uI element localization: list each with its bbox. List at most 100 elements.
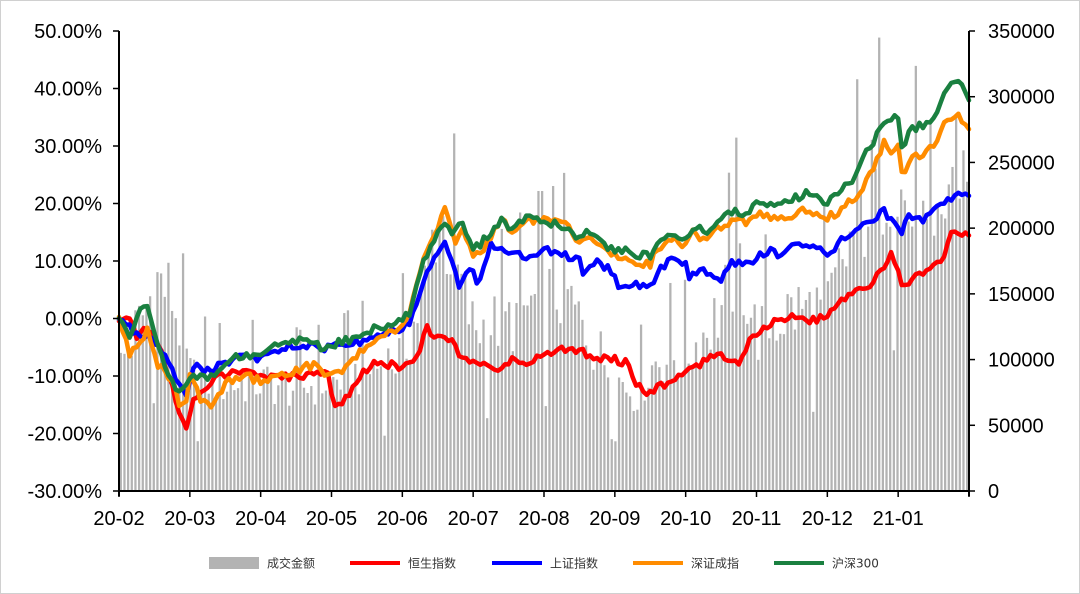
volume-bar xyxy=(335,379,339,491)
volume-bar xyxy=(181,253,185,491)
volume-bar xyxy=(859,191,863,491)
volume-bar xyxy=(870,139,874,491)
left-tick-label: 20.00% xyxy=(34,194,102,216)
volume-bar xyxy=(936,207,939,491)
volume-bar xyxy=(346,310,350,491)
volume-bars xyxy=(119,37,969,492)
volume-bar xyxy=(709,349,712,491)
volume-bar xyxy=(885,222,888,491)
volume-bar xyxy=(727,172,731,491)
volume-bar xyxy=(951,166,954,491)
volume-bar xyxy=(691,367,694,491)
x-tick-label: 20-09 xyxy=(589,508,640,530)
right-tick-label: 300000 xyxy=(988,87,1055,109)
volume-bar xyxy=(163,296,166,491)
volume-bar xyxy=(900,189,903,492)
volume-bar xyxy=(812,411,815,491)
right-tick-label: 150000 xyxy=(988,284,1055,306)
volume-bar xyxy=(643,400,646,491)
volume-bar xyxy=(790,297,793,491)
volume-bar xyxy=(423,265,427,491)
volume-bar xyxy=(793,329,797,491)
volume-bar xyxy=(445,273,449,491)
volume-bar xyxy=(768,338,771,491)
volume-bar xyxy=(815,287,819,491)
volume-bar xyxy=(409,362,412,491)
volume-bar xyxy=(947,184,950,491)
volume-bar xyxy=(753,304,756,491)
volume-bar xyxy=(577,301,580,491)
volume-bar xyxy=(266,366,269,491)
x-tick-label: 21-01 xyxy=(873,508,924,530)
volume-bar xyxy=(119,352,122,491)
volume-bar xyxy=(141,315,144,491)
volume-bar xyxy=(453,133,456,491)
volume-bar xyxy=(749,317,753,491)
volume-bar xyxy=(823,206,826,491)
right-tick-label: 200000 xyxy=(988,218,1055,240)
volume-bar xyxy=(647,387,650,491)
line-1 xyxy=(116,229,972,431)
volume-bar xyxy=(515,303,518,491)
volume-bar xyxy=(519,212,522,492)
volume-bar xyxy=(537,190,540,492)
x-tick-label: 20-02 xyxy=(93,508,144,530)
volume-bar xyxy=(551,186,555,491)
volume-bar xyxy=(284,375,287,491)
legend-label: 成交金额 xyxy=(267,556,315,571)
volume-bar xyxy=(676,373,679,491)
volume-bar xyxy=(848,231,852,491)
volume-bar xyxy=(148,296,152,491)
volume-bar xyxy=(258,393,262,491)
volume-bar xyxy=(621,382,624,491)
volume-bar xyxy=(387,348,390,491)
volume-bar xyxy=(614,441,617,491)
volume-bar xyxy=(702,332,705,491)
volume-bar xyxy=(881,234,884,491)
volume-bar xyxy=(845,266,848,491)
volume-bar xyxy=(903,200,906,491)
volume-bar xyxy=(687,363,690,491)
volume-bar xyxy=(834,267,837,491)
volume-bar xyxy=(365,368,368,491)
volume-bar xyxy=(896,216,899,491)
volume-bar xyxy=(658,367,661,491)
volume-bar xyxy=(218,323,221,491)
volume-bar xyxy=(918,270,921,491)
volume-bar xyxy=(302,387,306,491)
volume-bar xyxy=(625,392,628,491)
volume-bar xyxy=(145,304,148,491)
volume-bar xyxy=(819,299,822,491)
volume-bar xyxy=(236,388,240,491)
volume-bar xyxy=(716,337,720,491)
volume-bar xyxy=(929,120,932,492)
volume-bar xyxy=(247,376,251,491)
volume-bar xyxy=(966,181,969,491)
x-tick-label: 20-08 xyxy=(518,508,569,530)
volume-bar xyxy=(892,350,895,491)
x-tick-label: 20-05 xyxy=(306,508,357,530)
volume-bar xyxy=(130,355,133,491)
volume-bar xyxy=(207,393,210,491)
volume-bar xyxy=(486,418,489,491)
volume-bar xyxy=(203,316,207,491)
right-tick-label: 50000 xyxy=(988,415,1044,437)
x-tick-label: 20-06 xyxy=(377,508,428,530)
volume-bar xyxy=(533,294,536,491)
volume-bar xyxy=(288,405,291,491)
axes: -30.00% -20.00% -10.00% 0.00% 10.00% 20.00% 30… xyxy=(28,21,1055,530)
volume-bar xyxy=(775,340,778,491)
volume-bar xyxy=(504,311,507,491)
volume-bar xyxy=(588,358,591,491)
volume-bar xyxy=(295,327,298,491)
volume-bar xyxy=(672,360,676,491)
volume-bar xyxy=(801,308,804,491)
volume-bar xyxy=(398,338,401,491)
volume-bar xyxy=(925,219,928,491)
volume-bar xyxy=(324,390,328,491)
volume-bar xyxy=(782,334,786,491)
volume-bar xyxy=(555,309,558,491)
volume-bar xyxy=(808,291,811,491)
volume-bar xyxy=(705,337,709,491)
